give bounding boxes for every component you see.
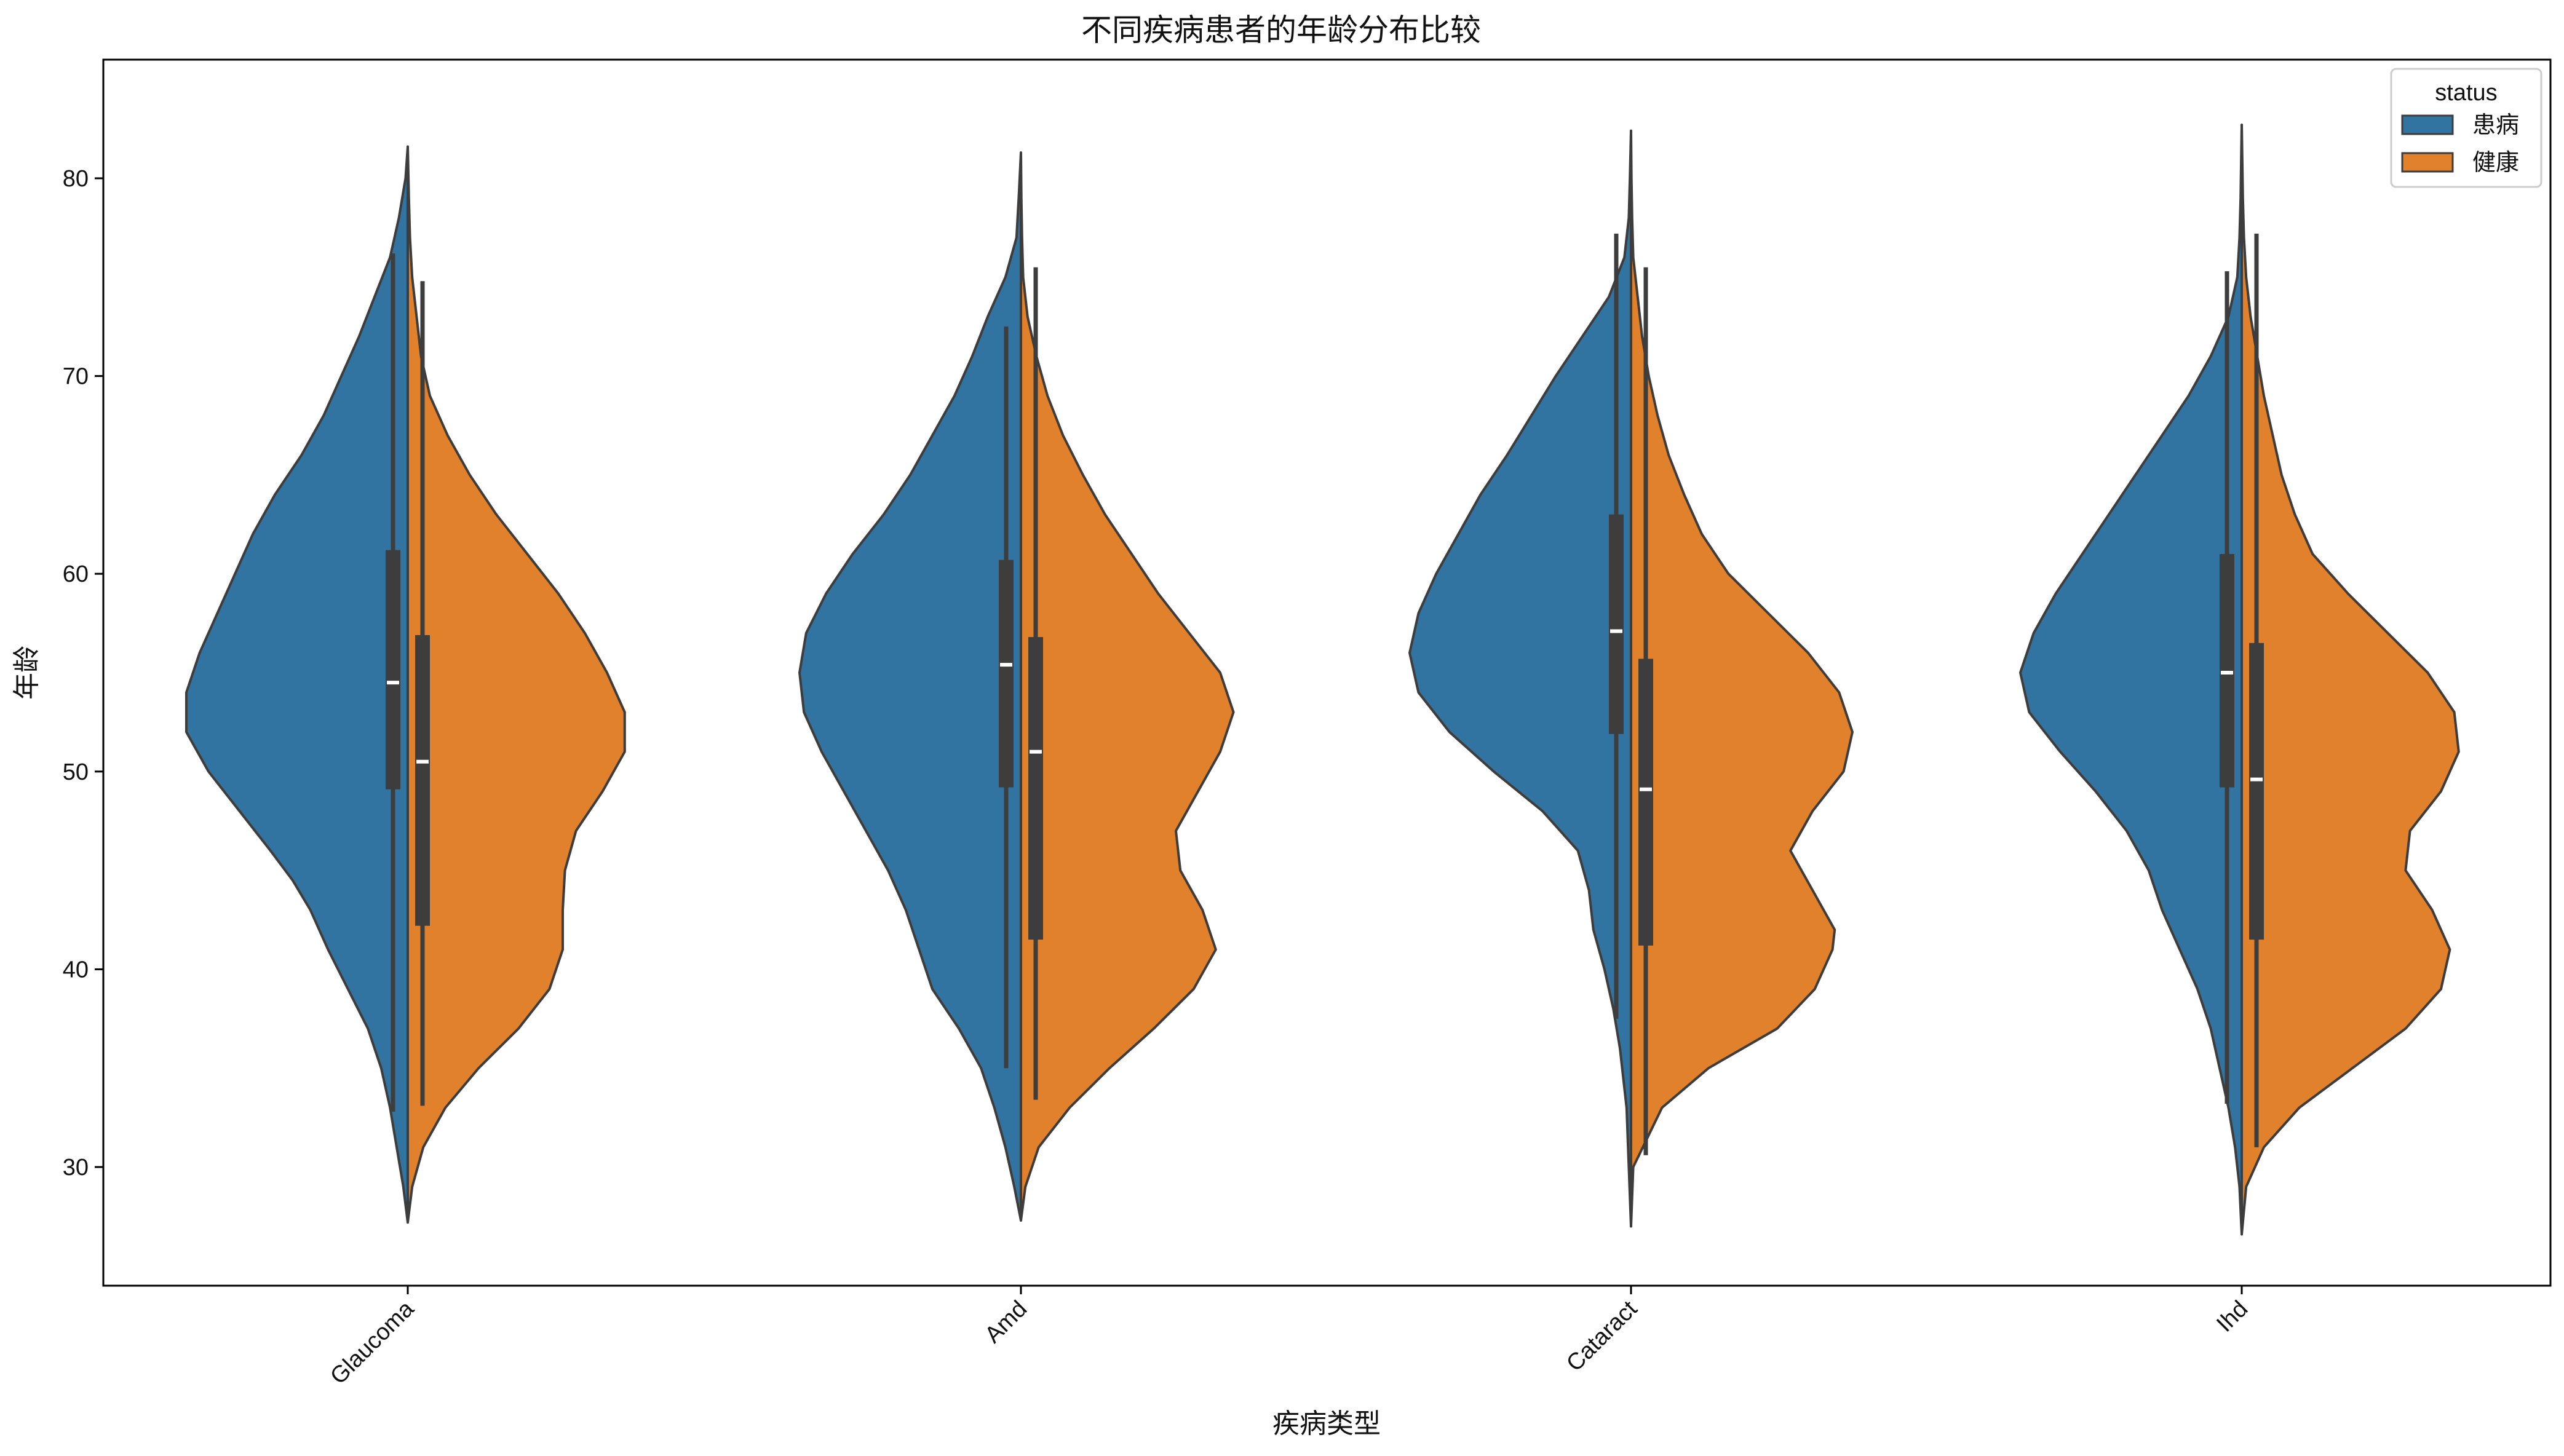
iqr-box-healthy-glaucoma — [415, 635, 430, 926]
violin-healthy-amd — [1020, 151, 1235, 1222]
violin-sick-amd — [798, 151, 1022, 1222]
legend-title: status — [2435, 80, 2497, 106]
iqr-box-sick-glaucoma — [386, 550, 400, 789]
chart-title: 不同疾病患者的年龄分布比较 — [1081, 12, 1481, 48]
iqr-box-healthy-ihd — [2249, 643, 2264, 940]
plot-frame — [102, 58, 2552, 1287]
legend-label-healthy: 健康 — [2472, 149, 2519, 176]
y-tick-label-50: 50 — [63, 759, 89, 785]
violin-sick-ihd — [2019, 124, 2243, 1236]
y-axis: 30 40 50 60 70 80 — [63, 166, 103, 1181]
y-tick-label-80: 80 — [63, 166, 89, 192]
y-axis-label: 年龄 — [11, 646, 42, 700]
y-tick-label-70: 70 — [63, 364, 89, 390]
y-tick-label-60: 60 — [63, 561, 89, 587]
iqr-box-sick-ihd — [2220, 554, 2234, 788]
legend-label-sick: 患病 — [2472, 111, 2519, 138]
iqr-box-sick-amd — [999, 560, 1014, 788]
x-axis-label: 疾病类型 — [1272, 1408, 1381, 1439]
violin-healthy-cataract — [1630, 129, 1854, 1228]
iqr-box-healthy-amd — [1028, 637, 1043, 940]
violin-sick-glaucoma — [185, 145, 409, 1224]
legend-swatch-sick — [2401, 114, 2454, 135]
iqr-box-healthy-cataract — [1638, 659, 1653, 946]
plot-area — [185, 124, 2460, 1236]
violin-healthy-ihd — [2241, 124, 2460, 1236]
violin-healthy-glaucoma — [407, 145, 626, 1224]
y-tick-label-30: 30 — [63, 1155, 89, 1181]
y-tick-label-40: 40 — [63, 957, 89, 983]
legend-swatch-healthy — [2401, 152, 2454, 173]
iqr-box-sick-cataract — [1609, 514, 1624, 734]
